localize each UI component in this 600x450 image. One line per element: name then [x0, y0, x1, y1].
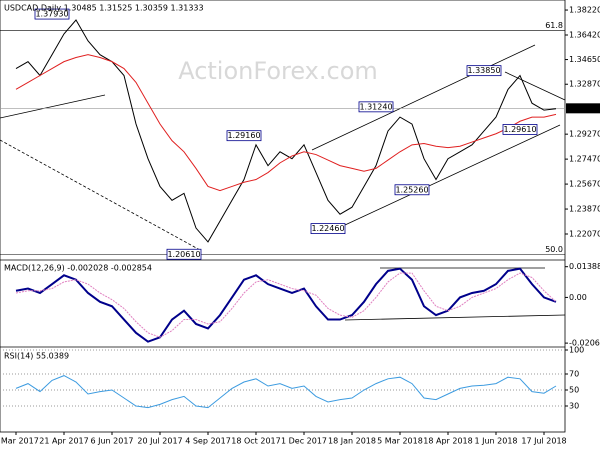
y-tick-label: 30: [569, 402, 579, 411]
x-tick-label: 17 Jul 2018: [521, 437, 566, 446]
y-tick-label: 0.00: [569, 293, 587, 302]
annotation-label: 1.20610: [167, 250, 200, 259]
macd-line: [344, 314, 566, 321]
current-price-label: 1.31133: [569, 104, 600, 113]
y-tick-label: 1.23870: [569, 205, 600, 214]
x-tick-label: 20 Jul 2017: [137, 437, 182, 446]
y-tick-label: 1.38220: [569, 6, 600, 15]
panel-title: RSI(14) 55.0389: [4, 352, 69, 361]
trend-line: [504, 71, 566, 101]
annotation-box: [394, 184, 430, 196]
annotation-label: 1.25260: [395, 185, 428, 194]
y-tick-label: -0.020646: [569, 339, 600, 348]
x-tick-label: 1 Dec 2017: [281, 437, 327, 446]
fib-label: 61.8: [545, 21, 563, 30]
channel-upper: [311, 44, 536, 151]
annotation-label: 1.31240: [359, 102, 392, 111]
x-tick-label: 6 Jun 2017: [90, 437, 133, 446]
series-line: [15, 267, 557, 343]
annotation-box: [310, 223, 346, 235]
y-tick-label: 1.29270: [569, 130, 600, 139]
y-tick-label: 1.32870: [569, 80, 600, 89]
series-line: [15, 19, 557, 243]
x-tick-label: 18 Apr 2018: [423, 437, 472, 446]
y-tick-label: 70: [569, 370, 579, 379]
y-tick-label: 1.25670: [569, 180, 600, 189]
annotation-box: [34, 8, 70, 20]
y-tick-label: 1.27470: [569, 155, 600, 164]
x-tick-label: 18 Jan 2018: [328, 437, 376, 446]
y-tick-label: 1.22070: [569, 230, 600, 239]
trend-line: [0, 139, 201, 251]
fib-label: 50.0: [545, 245, 563, 254]
panel-title: USDCAD,Daily 1.30485 1.31525 1.30359 1.3…: [4, 4, 204, 13]
x-tick-label: 1 Jun 2018: [474, 437, 517, 446]
x-tick-label: 5 Mar 2018: [377, 437, 423, 446]
y-tick-label: 1.34650: [569, 55, 600, 64]
x-tick-label: 21 Apr 2017: [39, 437, 88, 446]
annotation-label: 1.37930: [35, 10, 68, 19]
trend-lines: [0, 44, 566, 321]
trend-line: [0, 94, 106, 119]
annotation-box: [166, 248, 202, 260]
x-tick-label: 8 Mar 2017: [0, 437, 39, 446]
annotation-box: [466, 65, 502, 77]
channel-lower: [344, 124, 561, 226]
annotation-label: 1.29160: [227, 131, 260, 140]
panel-title: MACD(12,26,9) -0.002028 -0.002854: [4, 264, 152, 273]
annotation-label: 1.33850: [467, 66, 500, 75]
y-tick-label: 1.36420: [569, 31, 600, 40]
y-tick-label: 50: [569, 386, 579, 395]
annotation-box: [502, 124, 538, 135]
series-line: [15, 375, 557, 409]
annotation-label: 1.22460: [311, 224, 344, 233]
series-line: [15, 54, 557, 192]
watermark: ActionForex.com: [178, 57, 378, 85]
series-line: [15, 272, 557, 338]
annotation-box: [358, 101, 394, 113]
y-tick-label: 100: [569, 346, 584, 355]
x-tick-label: 18 Oct 2017: [231, 437, 280, 446]
annotation-label: 1.29610: [503, 125, 536, 134]
annotation-box: [226, 130, 262, 142]
current-price-box: [566, 103, 600, 114]
x-tick-label: 4 Sep 2017: [185, 437, 231, 446]
